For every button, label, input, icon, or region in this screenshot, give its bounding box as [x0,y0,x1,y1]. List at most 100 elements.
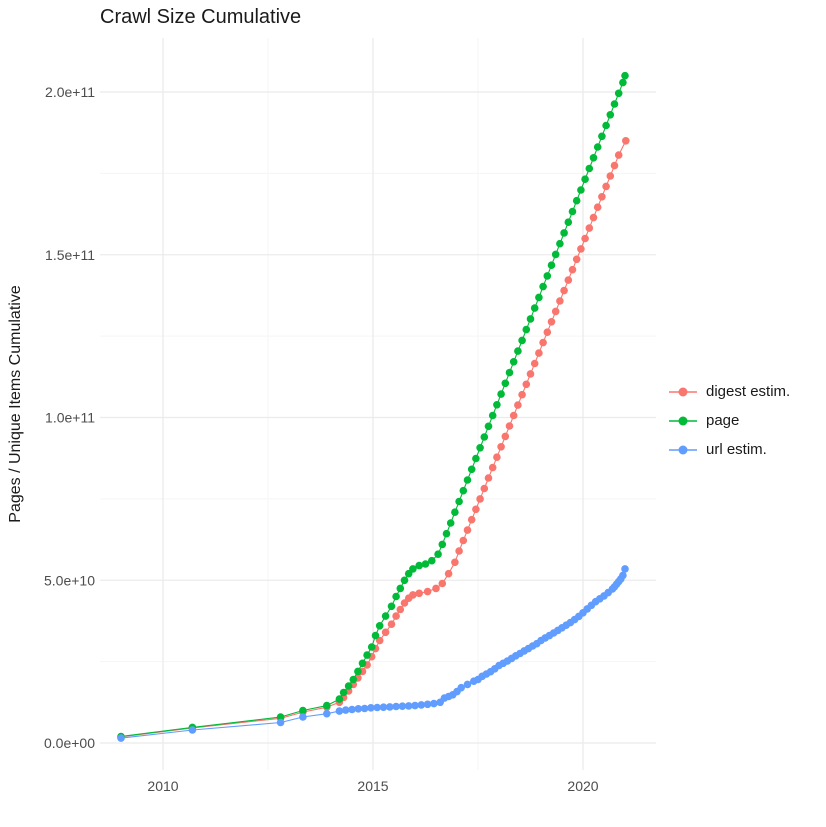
data-point [398,702,407,710]
data-point [581,175,589,183]
data-point [497,390,505,398]
data-point [572,196,581,205]
y-axis-tick-label: 1.5e+11 [45,247,95,263]
data-point [463,476,472,484]
data-point [522,380,531,389]
data-point [530,359,539,368]
data-point [430,699,438,708]
data-point [619,571,627,580]
data-point [610,161,619,170]
y-axis-title: Pages / Unique Items Cumulative [7,285,24,523]
data-point [442,529,451,538]
data-point [518,390,526,399]
data-point [360,704,369,713]
data-point [417,701,426,709]
data-point [568,265,577,274]
series-points-page [117,71,629,741]
data-point [459,536,468,545]
legend-label-page: page [706,412,740,429]
legend-item-url-estim: url estim. [668,435,790,464]
data-point [117,734,125,742]
data-point [455,547,463,555]
data-point [564,218,573,226]
data-point [276,718,285,727]
data-point [556,239,564,248]
data-point [614,89,623,98]
series-points-url_estim [117,565,629,742]
data-point [535,349,543,357]
y-axis-tick-label: 2.0e+11 [45,84,95,100]
data-point [509,358,518,366]
data-point [568,207,577,216]
data-point [593,203,602,211]
data-point [547,318,556,326]
data-point [551,250,560,259]
data-point [602,121,610,130]
data-point [381,612,390,620]
data-point [522,325,531,334]
data-point [598,193,606,201]
data-point [299,713,307,721]
data-point [415,561,424,570]
data-point [622,137,630,145]
data-point [428,556,436,565]
data-point [348,705,356,714]
data-point [585,164,594,173]
data-point [392,592,400,601]
data-point [371,631,380,640]
data-point [438,579,447,588]
data-point [488,411,497,420]
data-point [514,401,522,409]
data-point [488,463,497,472]
y-axis-tick-label: 5.0e+10 [44,572,95,588]
data-point [444,569,453,578]
chart-title: Crawl Size Cumulative [100,6,302,28]
data-point [392,612,400,620]
data-point [434,550,442,558]
y-axis-tick-label: 1.0e+11 [45,410,95,426]
data-point [514,347,522,355]
data-point [610,100,619,108]
data-point [188,726,197,734]
data-point [581,234,589,243]
data-point [560,286,568,295]
data-point [493,453,501,462]
data-point [386,703,394,711]
data-point [551,307,560,316]
data-point [480,433,489,441]
data-point [323,709,331,718]
data-point [518,336,526,345]
data-point [451,508,459,516]
data-point [543,328,552,337]
data-point [577,245,585,253]
data-point [526,370,535,378]
data-point [493,401,501,409]
data-point [344,682,353,690]
data-point [467,515,476,524]
data-point [459,486,468,495]
data-point [572,255,581,264]
data-point [505,368,514,377]
data-point [501,432,510,441]
data-point [606,172,615,180]
x-axis-tick-label: 2020 [567,778,598,794]
data-point [299,706,307,715]
legend-item-digest-estim: digest estim. [668,377,790,406]
data-point [593,143,602,151]
data-point [560,229,568,237]
data-point [472,454,480,463]
data-point [438,540,447,549]
data-point [535,293,543,302]
data-point [339,688,348,697]
data-point [446,519,455,527]
data-point [547,261,556,270]
data-point [354,667,362,676]
legend-key-digest-estim-icon [668,383,698,401]
legend-key-url-estim-icon [668,441,698,459]
data-point [619,78,627,87]
data-point [463,526,472,534]
data-point [598,132,606,141]
data-point [467,465,476,474]
